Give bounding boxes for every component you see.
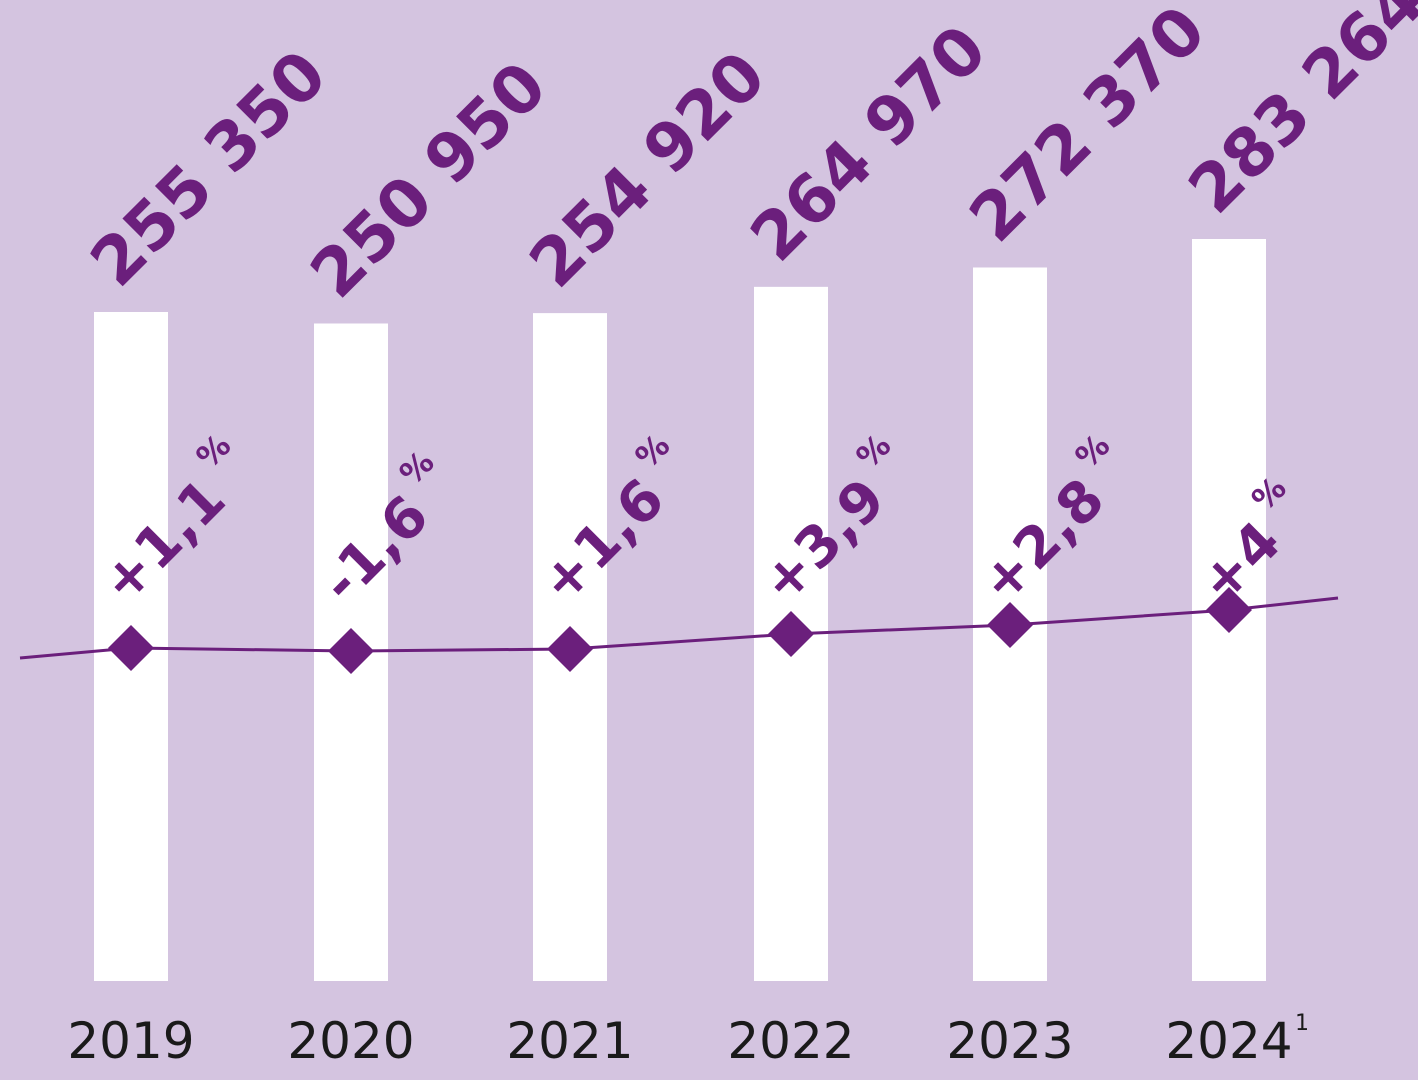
change-line bbox=[19, 587, 1339, 674]
year-label-2020: 2020 bbox=[287, 1012, 414, 1070]
change-marker-2019 bbox=[108, 625, 154, 671]
value-label-2021: 254 920 bbox=[515, 37, 781, 303]
change-marker-2022 bbox=[768, 611, 814, 657]
percent-sign: % bbox=[1068, 426, 1118, 476]
value-label-2024: 283 264 bbox=[1174, 0, 1418, 228]
footnote-marker-2024: 1 bbox=[1295, 1011, 1309, 1036]
percent-sign: % bbox=[392, 443, 442, 493]
bars bbox=[94, 239, 1266, 981]
value-label-2023: 272 370 bbox=[955, 0, 1221, 257]
value-label-2022: 264 970 bbox=[736, 11, 1002, 277]
change-labels: +1,1%-1,6% +1,6%+3,9%+2,8%+4% bbox=[78, 426, 1323, 616]
year-label-2019: 2019 bbox=[67, 1012, 194, 1070]
year-label-2021: 2021 bbox=[506, 1012, 633, 1070]
year-label-2022: 2022 bbox=[727, 1012, 854, 1070]
percent-sign: % bbox=[628, 426, 678, 476]
x-axis-labels: 2019 2020 2021 2022 2023 2024 1 bbox=[67, 1011, 1309, 1070]
percent-sign: % bbox=[189, 426, 239, 476]
change-marker-2020 bbox=[328, 628, 374, 674]
change-marker-2023 bbox=[987, 602, 1033, 648]
change-polyline bbox=[19, 596, 1339, 660]
percent-sign: % bbox=[849, 426, 899, 476]
change-marker-2021 bbox=[547, 626, 593, 672]
year-label-2024: 2024 bbox=[1165, 1012, 1292, 1070]
year-label-2023: 2023 bbox=[946, 1012, 1073, 1070]
change-marker-2024 bbox=[1206, 587, 1252, 633]
